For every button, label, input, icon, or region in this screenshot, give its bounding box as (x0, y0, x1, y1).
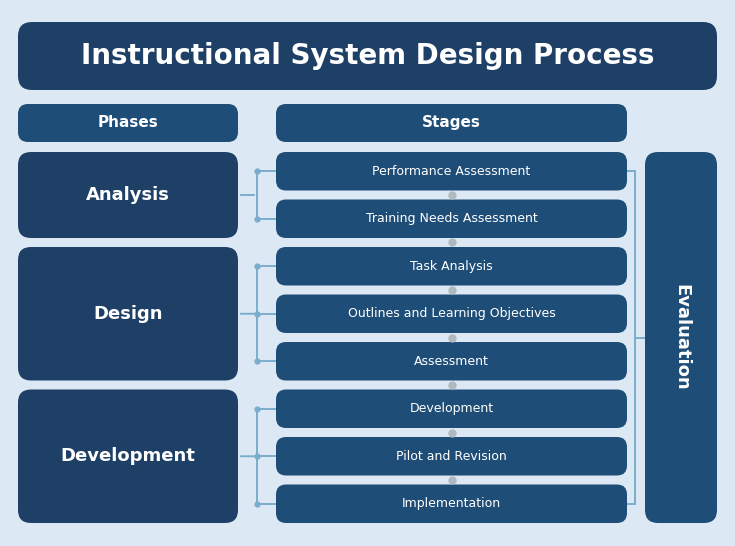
Text: Development: Development (409, 402, 494, 416)
Text: Instructional System Design Process: Instructional System Design Process (81, 42, 654, 70)
FancyBboxPatch shape (276, 199, 627, 238)
FancyBboxPatch shape (645, 152, 717, 523)
FancyBboxPatch shape (276, 294, 627, 333)
FancyBboxPatch shape (276, 389, 627, 428)
Text: Development: Development (60, 447, 196, 465)
Text: Implementation: Implementation (402, 497, 501, 511)
Text: Evaluation: Evaluation (672, 284, 690, 391)
Text: Outlines and Learning Objectives: Outlines and Learning Objectives (348, 307, 556, 321)
FancyBboxPatch shape (276, 104, 627, 142)
FancyBboxPatch shape (18, 104, 238, 142)
FancyBboxPatch shape (18, 247, 238, 381)
Text: Phases: Phases (98, 116, 158, 130)
Text: Training Needs Assessment: Training Needs Assessment (365, 212, 537, 225)
FancyBboxPatch shape (276, 342, 627, 381)
Text: Design: Design (93, 305, 162, 323)
Text: Stages: Stages (422, 116, 481, 130)
Text: Pilot and Revision: Pilot and Revision (396, 450, 507, 463)
FancyBboxPatch shape (18, 389, 238, 523)
FancyBboxPatch shape (18, 152, 238, 238)
FancyBboxPatch shape (276, 152, 627, 191)
FancyBboxPatch shape (276, 247, 627, 286)
Text: Analysis: Analysis (86, 186, 170, 204)
Text: Performance Assessment: Performance Assessment (373, 165, 531, 178)
FancyBboxPatch shape (276, 437, 627, 476)
Text: Task Analysis: Task Analysis (410, 260, 492, 273)
Text: Assessment: Assessment (414, 355, 489, 368)
FancyBboxPatch shape (18, 22, 717, 90)
FancyBboxPatch shape (276, 484, 627, 523)
